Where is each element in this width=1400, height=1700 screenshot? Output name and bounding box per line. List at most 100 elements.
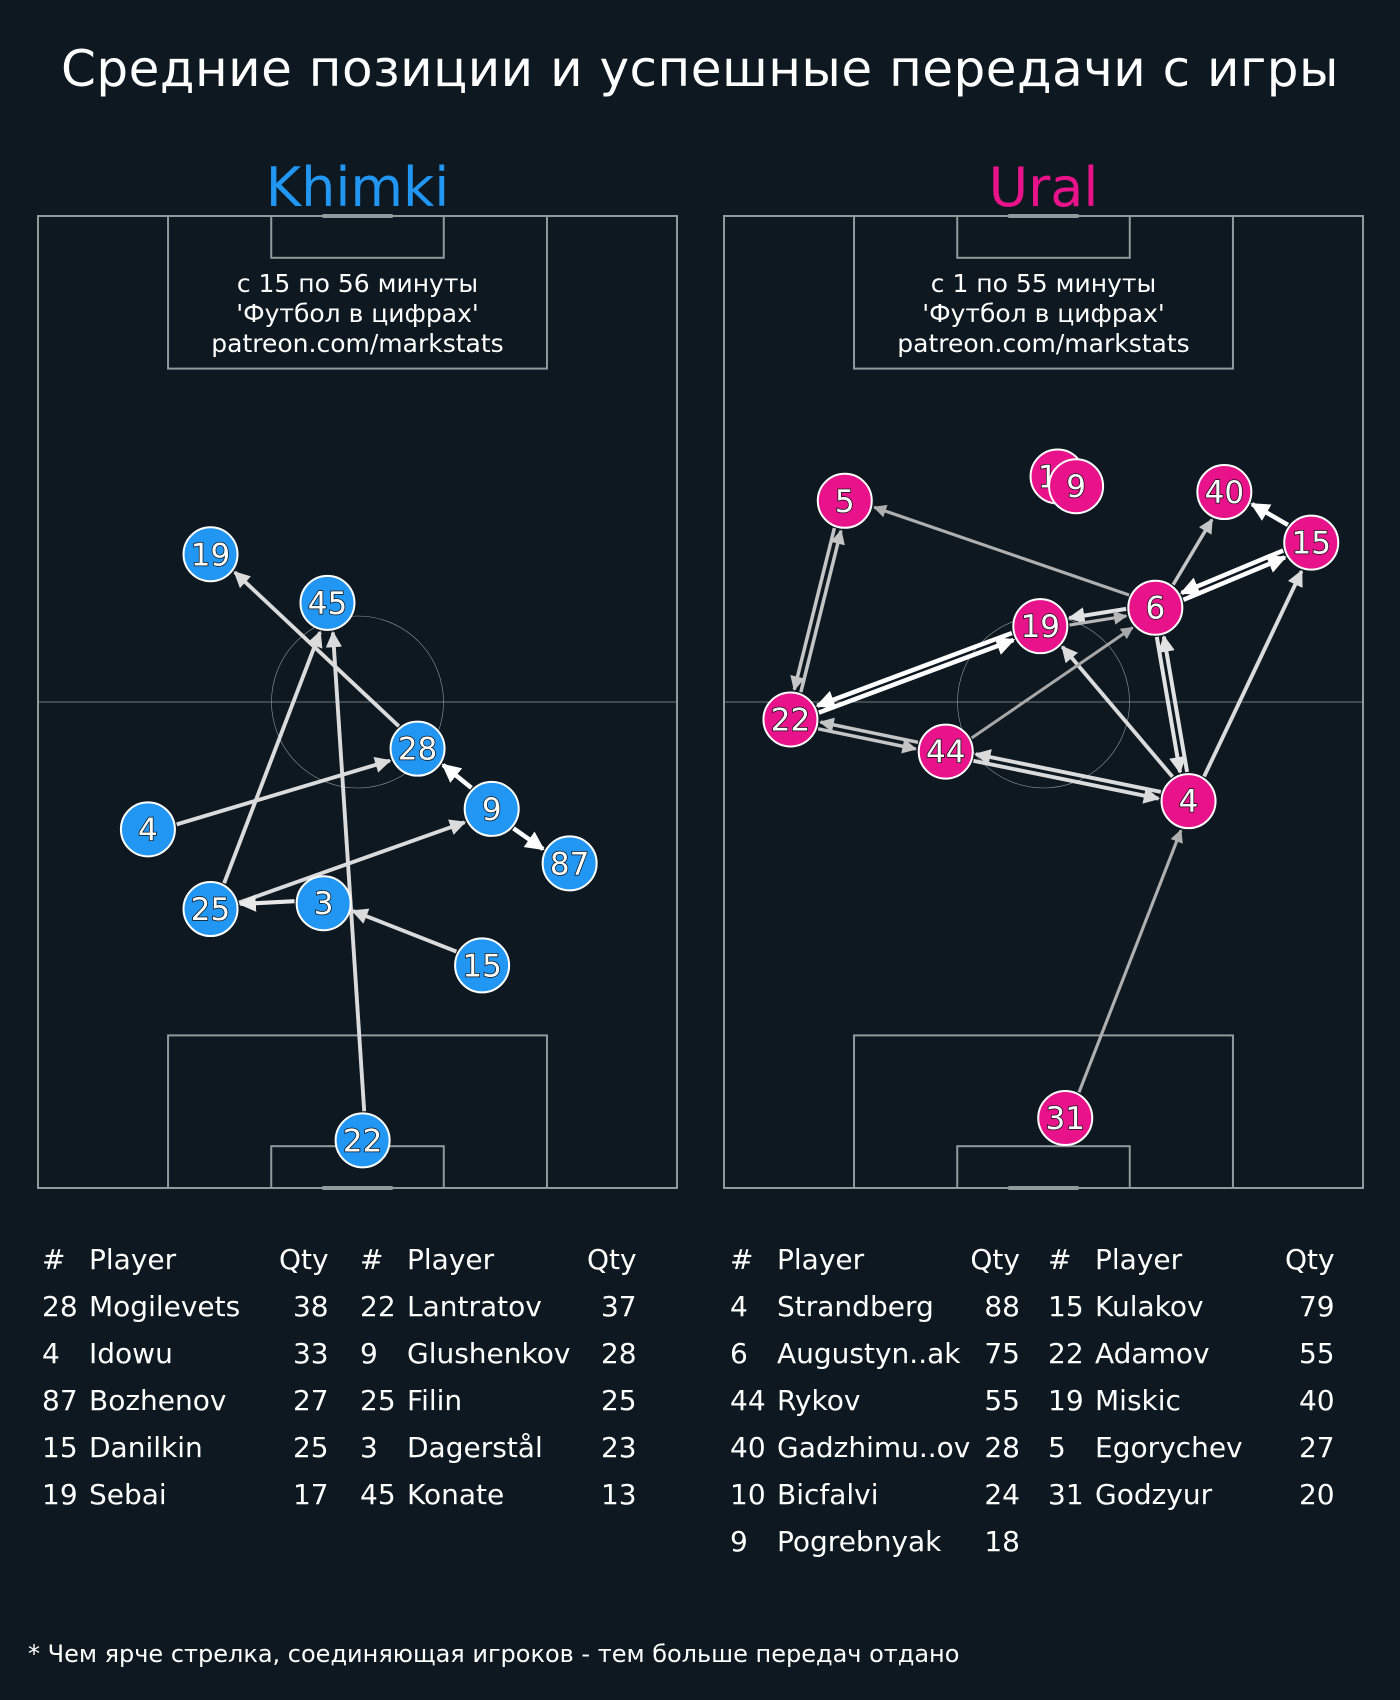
pass-arrow [222,630,323,884]
player-node: 4 [1160,773,1217,830]
footnote: * Чем ярче стрелка, соединяющая игроков … [28,1640,960,1668]
table-header: Qty [970,1243,1020,1276]
player-number-cell: 19 [42,1478,78,1511]
qty-cell: 27 [292,1384,329,1417]
table-row: 4 Strandberg 88 [730,1283,1020,1330]
pass-arrow [238,819,467,905]
qty-cell: 28 [600,1337,637,1370]
player-node: 5 [816,472,873,529]
player-node: 9 [1048,458,1105,515]
player-number: 87 [550,846,589,882]
player-marker [389,720,446,777]
player-node: 45 [299,574,356,631]
qty-cell: 37 [600,1290,637,1323]
ural-table-left: # Player Qty 4 Strandberg 88 6 Augustyn..ak 75 44… [730,1236,1020,1565]
player-node: 25 [182,881,239,938]
player-name-cell: Godzyur [1095,1478,1213,1511]
player-marker [334,1112,391,1169]
note-line: 'Футбол в цифрах' [922,299,1165,328]
player-name-cell: Glushenkov [407,1337,571,1370]
player-node: 19 [1012,598,1069,655]
player-number-cell: 4 [730,1290,748,1323]
player-marker [119,801,176,858]
pass-arrow [873,504,1130,597]
qty-cell: 40 [1298,1384,1335,1417]
note-line: с 15 по 56 минуты [237,269,478,298]
player-node: 31 [1037,1090,1094,1147]
pass-arrow [233,570,401,728]
player-marker [1127,579,1184,636]
table-header-row: # Player Qty [42,1236,329,1283]
pass-arrow [799,529,845,693]
player-number-cell: 19 [1048,1384,1084,1417]
pass-arrow [325,630,367,1112]
player-number-cell: 10 [730,1478,766,1511]
pass-arrow [1202,569,1304,778]
pass-arrow [1250,502,1290,527]
note-line: patreon.com/markstats [211,329,503,358]
player-marker [1160,773,1217,830]
table-row: 5 Egorychev 27 [1048,1424,1335,1471]
player-name-cell: Dagerstål [407,1431,543,1464]
pass-arrow [817,727,918,754]
player-name-cell: Kulakov [1095,1290,1204,1323]
player-number: 4 [138,812,158,848]
player-number-cell: 4 [42,1337,60,1370]
pass-arrow [819,717,919,744]
player-name-cell: Mogilevets [89,1290,241,1323]
qty-cell: 13 [600,1478,637,1511]
ural-pitch-chart: Ural с 1 по 55 минуты'Футбол в цифрах'pat… [723,156,1364,1190]
player-number-cell: 9 [730,1525,748,1558]
table-header: # [360,1243,384,1276]
player-number-cell: 40 [730,1431,766,1464]
qty-cell: 79 [1298,1290,1335,1323]
qty-cell: 24 [984,1478,1020,1511]
player-node: 4 [119,801,176,858]
player-number-cell: 28 [42,1290,78,1323]
player-number-cell: 22 [360,1290,396,1323]
table-row: 28 Mogilevets 38 [42,1283,329,1330]
player-number: 3 [314,886,334,922]
table-header-row: # Player Qty [1048,1236,1335,1283]
player-marker [1283,514,1340,571]
pass-arrow [818,637,1016,715]
center-circle [271,615,444,789]
player-name-cell: Gadzhimu..ov [777,1431,971,1464]
table-header-row: # Player Qty [730,1236,1020,1283]
player-number-cell: 25 [360,1384,396,1417]
player-name-cell: Konate [407,1478,505,1511]
pass-arrow [973,758,1161,804]
player-name-cell: Strandberg [777,1290,934,1323]
player-number: 31 [1045,1101,1084,1137]
player-name-cell: Bicfalvi [777,1478,879,1511]
team-title: Ural [989,156,1099,219]
table-header: Player [89,1243,177,1276]
table-row: 15 Danilkin 25 [42,1424,329,1471]
ural-table-right: # Player Qty 15 Kulakov 79 22 Adamov 55 19 Miskic 4… [1048,1236,1335,1518]
player-number-cell: 22 [1048,1337,1084,1370]
table-row: 87 Bozhenov 27 [42,1377,329,1424]
player-node: 15 [1283,514,1340,571]
player-nodes: 510940156192244431 [762,448,1340,1147]
qty-cell: 33 [292,1337,329,1370]
pass-arrow [1182,555,1287,602]
table-row: 40 Gadzhimu..ov 28 [730,1424,1020,1471]
qty-cell: 23 [600,1431,637,1464]
pass-arrow [176,757,392,827]
player-number: 9 [482,792,502,828]
qty-cell: 75 [984,1337,1020,1370]
pass-arrow [238,894,295,912]
pass-arrow [441,763,473,790]
qty-cell: 18 [984,1525,1020,1558]
player-number-cell: 3 [360,1431,378,1464]
qty-cell: 17 [292,1478,329,1511]
pass-arrow [974,749,1162,794]
pass-arrows [176,570,545,1112]
pass-arrow [1171,518,1214,586]
player-number-cell: 87 [42,1384,78,1417]
player-node: 9 [463,780,520,837]
top-six-yard-box [270,215,445,259]
pass-arrow [1067,606,1127,624]
khimki-table-right: # Player Qty 22 Lantratov 37 9 Glushenkov 28 25 Fi… [360,1236,637,1518]
table-header: # [1048,1243,1072,1276]
